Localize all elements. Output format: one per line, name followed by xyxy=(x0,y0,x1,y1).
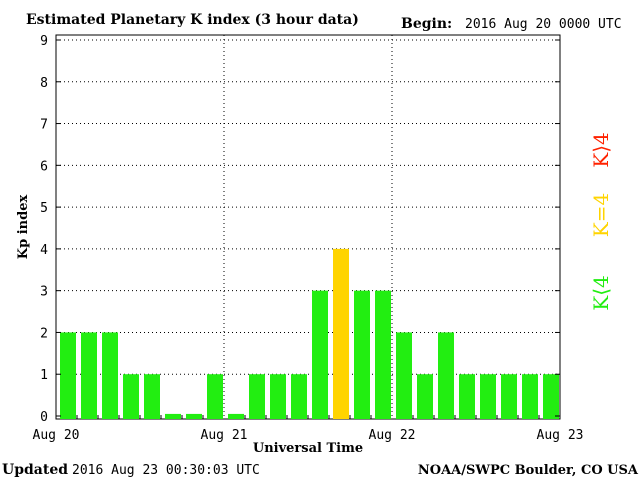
x-tick-label: Aug 21 xyxy=(201,428,248,443)
kp-bar xyxy=(207,374,223,419)
kp-bar xyxy=(375,290,391,419)
credit-text: NOAA/SWPC Boulder, CO USA xyxy=(418,463,639,478)
legend: K⟩4 K=4 K⟨4 xyxy=(589,132,613,310)
kp-bar xyxy=(186,413,202,419)
y-tick-label: 2 xyxy=(40,326,48,341)
plot-area xyxy=(55,34,561,420)
y-tick-label: 8 xyxy=(40,76,48,91)
y-tick-label: 0 xyxy=(40,410,48,425)
kp-bar xyxy=(417,374,433,419)
kp-bar xyxy=(312,290,328,419)
grid-lines xyxy=(56,35,560,419)
kp-bar xyxy=(102,332,118,419)
y-tick-label: 3 xyxy=(40,285,48,300)
kp-bar xyxy=(144,374,160,419)
y-ticks: 0 1 2 3 4 5 6 7 8 9 xyxy=(40,34,560,425)
y-tick-label: 9 xyxy=(40,34,48,49)
updated-value: 2016 Aug 23 00:30:03 UTC xyxy=(72,463,260,478)
kp-bar xyxy=(249,374,265,419)
y-tick-label: 6 xyxy=(40,159,48,174)
kp-bar xyxy=(333,248,349,419)
x-tick-label: Aug 23 xyxy=(537,428,584,443)
y-tick-label: 7 xyxy=(40,118,48,133)
kp-bar xyxy=(291,374,307,419)
chart-title: Estimated Planetary K index (3 hour data… xyxy=(26,12,359,28)
kp-bar xyxy=(522,374,538,419)
kp-bar xyxy=(543,374,559,419)
updated-label: Updated xyxy=(2,462,68,478)
y-tick-label: 5 xyxy=(40,201,48,216)
kp-bar xyxy=(165,413,181,419)
kp-bar xyxy=(270,374,286,419)
x-tick-label: Aug 20 xyxy=(33,428,80,443)
kp-bar xyxy=(501,374,517,419)
y-tick-label: 4 xyxy=(40,243,48,258)
y-tick-label: 1 xyxy=(40,368,48,383)
kp-bar xyxy=(81,332,97,419)
kp-bar xyxy=(438,332,454,419)
kp-bar xyxy=(354,290,370,419)
begin-label: Begin: xyxy=(401,16,452,32)
legend-entry: K=4 xyxy=(589,193,613,237)
x-axis-label: Universal Time xyxy=(253,441,363,456)
x-ticks: Aug 20 Aug 21 Aug 22 Aug 23 xyxy=(33,415,584,443)
bars xyxy=(60,248,559,419)
kp-bar xyxy=(123,374,139,419)
kp-bar xyxy=(459,374,475,419)
kp-bar xyxy=(480,374,496,419)
kp-bar xyxy=(228,413,244,419)
legend-entry: K⟩4 xyxy=(589,132,613,167)
y-axis-label: Kp index xyxy=(16,195,31,260)
begin-value: 2016 Aug 20 0000 UTC xyxy=(465,17,622,32)
legend-entry: K⟨4 xyxy=(589,275,613,310)
kp-bar xyxy=(60,332,76,419)
kp-bar xyxy=(396,332,412,419)
x-tick-label: Aug 22 xyxy=(369,428,416,443)
